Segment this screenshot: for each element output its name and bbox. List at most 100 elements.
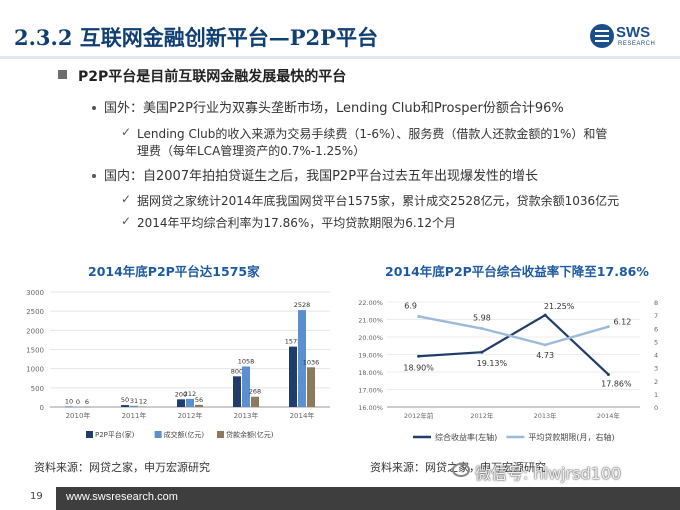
legend-label: 综合收益率(左轴) bbox=[435, 432, 497, 442]
y-left-tick-label: 17.00% bbox=[358, 387, 383, 395]
bar bbox=[83, 406, 91, 408]
y-left-tick-label: 21.00% bbox=[358, 317, 383, 325]
legend-label: 成交额(亿元) bbox=[164, 430, 205, 439]
page-title: 2.3.2 互联网金融创新平台—P2P平台 bbox=[14, 25, 378, 50]
footer-url[interactable]: www.swsresearch.com bbox=[66, 491, 178, 503]
main-point: P2P平台是目前互联网金融发展最快的平台 bbox=[78, 69, 347, 85]
check-icon: ✓ bbox=[121, 125, 132, 139]
line-point bbox=[417, 314, 421, 318]
bar-data-label: 0 bbox=[76, 398, 80, 406]
line-data-label: 4.73 bbox=[536, 351, 554, 360]
x-tick-label: 2011年 bbox=[122, 411, 147, 420]
bar-data-label: 212 bbox=[184, 390, 196, 398]
y-right-tick-label: 6 bbox=[654, 325, 658, 333]
y-left-tick-label: 16.00% bbox=[358, 404, 383, 412]
x-tick-label: 2012年 bbox=[178, 411, 203, 420]
y-tick-label: 1500 bbox=[26, 347, 44, 355]
y-right-tick-label: 7 bbox=[654, 312, 658, 320]
y-tick-label: 0 bbox=[40, 404, 44, 412]
y-right-tick-label: 3 bbox=[654, 365, 658, 373]
bar-data-label: 1575 bbox=[285, 338, 302, 346]
bar bbox=[251, 396, 259, 407]
y-right-tick-label: 5 bbox=[654, 338, 658, 346]
bar bbox=[74, 407, 82, 408]
bar bbox=[307, 367, 315, 407]
logo-text: SWS bbox=[616, 24, 651, 41]
bar bbox=[289, 346, 297, 407]
bar-data-label: 2528 bbox=[294, 301, 311, 309]
line-point bbox=[480, 350, 484, 354]
legend-swatch bbox=[217, 431, 224, 438]
bar bbox=[298, 310, 306, 407]
series-line bbox=[418, 315, 609, 347]
line-data-label: 5.98 bbox=[473, 314, 491, 323]
bar bbox=[139, 406, 147, 408]
x-tick-label: 2010年 bbox=[66, 411, 91, 420]
sws-logo bbox=[590, 24, 614, 48]
y-tick-label: 2000 bbox=[26, 327, 44, 335]
check-platform-stats: 据网贷之家统计2014年底我国网贷平台1575家，累计成交2528亿元，贷款余额… bbox=[137, 194, 620, 208]
bar bbox=[195, 404, 203, 407]
line-chart: 16.00% 17.00% 18.00% 19.00% 20.00% 21.00% 22.0… bbox=[358, 299, 658, 442]
line-point bbox=[480, 327, 484, 331]
line-chart-title: 2014年底P2P平台综合收益率下降至17.86% bbox=[385, 264, 649, 279]
line-point bbox=[543, 313, 547, 317]
y-tick-label: 500 bbox=[31, 385, 44, 393]
header-divider bbox=[0, 56, 680, 59]
x-tick-label: 2012年 bbox=[470, 411, 494, 420]
bar-data-label: 268 bbox=[249, 388, 261, 396]
check-lending-club-line2: 理费（每年LCA管理资产的0.7%-1.25%） bbox=[137, 144, 366, 158]
page-number: 19 bbox=[30, 491, 43, 502]
legend-label: 贷款余额(亿元) bbox=[226, 430, 274, 439]
check-lending-club-line1: Lending Club的收入来源为交易手续费（1-6%）、服务费（借款人还款金… bbox=[137, 127, 608, 141]
bar-data-label: 12 bbox=[139, 398, 147, 406]
x-tick-label: 2013年 bbox=[234, 411, 259, 420]
square-bullet-icon bbox=[58, 70, 67, 79]
legend-label: 平均贷款期限(月，右轴) bbox=[528, 432, 614, 442]
check-icon: ✓ bbox=[121, 192, 132, 206]
series-line bbox=[418, 313, 610, 376]
bar-data-label: 800 bbox=[231, 367, 243, 375]
x-tick-label: 2012年前 bbox=[404, 411, 434, 420]
bar bbox=[65, 406, 73, 408]
footer-bar bbox=[0, 487, 680, 510]
bar bbox=[233, 376, 241, 407]
y-right-tick-label: 1 bbox=[654, 391, 658, 399]
line-data-label: 17.86% bbox=[601, 379, 632, 388]
line-point bbox=[606, 325, 610, 329]
page-number-box bbox=[0, 487, 56, 510]
bullet-overseas: 国外：美国P2P行业为双寡头垄断市场，Lending Club和Prosper份… bbox=[104, 101, 564, 116]
legend-swatch bbox=[86, 431, 93, 438]
line-data-label: 6.12 bbox=[613, 318, 631, 327]
y-left-tick-label: 19.00% bbox=[358, 352, 383, 360]
line-data-label: 18.90% bbox=[403, 363, 434, 372]
source-note-left: 资料来源：网贷之家，申万宏源研究 bbox=[34, 461, 210, 474]
y-tick-label: 3000 bbox=[26, 289, 44, 297]
y-right-tick-label: 8 bbox=[654, 299, 658, 307]
line-data-label: 6.9 bbox=[404, 301, 417, 310]
x-tick-label: 2014年 bbox=[290, 411, 315, 420]
check-interest-rate: 2014年平均综合利率为17.86%，平均贷款期限为6.12个月 bbox=[137, 216, 457, 230]
bullet-dot-icon bbox=[92, 106, 96, 110]
legend-label: P2P平台(家) bbox=[95, 430, 135, 439]
wechat-icon bbox=[452, 463, 470, 477]
y-tick-label: 1000 bbox=[26, 366, 44, 374]
line-point bbox=[417, 354, 421, 358]
bullet-domestic: 国内：自2007年拍拍贷诞生之后，我国P2P平台过去五年出现爆发性的增长 bbox=[104, 169, 539, 184]
x-tick-label: 2013年 bbox=[534, 411, 558, 420]
legend-swatch bbox=[154, 431, 162, 438]
bullet-dot-icon bbox=[92, 174, 96, 178]
bar-data-label: 1058 bbox=[238, 357, 255, 365]
bar-data-label: 50 bbox=[121, 396, 129, 404]
bar-data-label: 1036 bbox=[303, 358, 320, 366]
y-left-tick-label: 22.00% bbox=[358, 299, 383, 307]
bar-data-label: 200 bbox=[175, 390, 187, 398]
bar-data-label: 10 bbox=[65, 398, 73, 406]
bar-data-label: 31 bbox=[130, 397, 138, 405]
y-right-tick-label: 4 bbox=[654, 352, 658, 360]
bar-data-label: 56 bbox=[195, 396, 203, 404]
x-tick-label: 2014年 bbox=[597, 411, 621, 420]
logo-subtext: RESEARCH bbox=[618, 41, 656, 47]
bar bbox=[242, 366, 250, 407]
